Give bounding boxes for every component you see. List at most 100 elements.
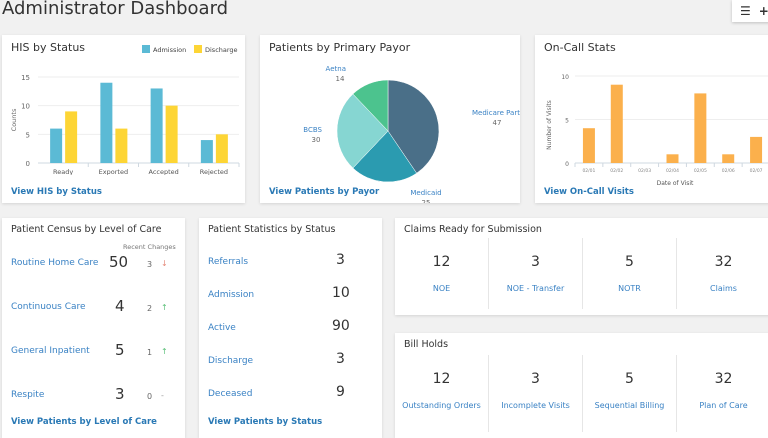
census-label-link[interactable]: Respite (11, 390, 45, 400)
slice-value: 47 (493, 119, 502, 127)
stats-label-link[interactable]: Admission (208, 290, 255, 300)
bar (666, 154, 679, 163)
claims-tile[interactable]: 32 Claims (677, 238, 768, 309)
tile-label-link[interactable]: NOE - Transfer (506, 284, 565, 293)
stats-label-link[interactable]: Active (208, 323, 236, 333)
bar-discharge (65, 111, 78, 163)
bill-holds-card: Bill Holds 12 Outstanding Orders 3 Incomple… (395, 333, 768, 438)
stats-row: Deceased 9 (208, 384, 382, 403)
change-count: 3 (147, 260, 153, 269)
card-title: Patient Census by Level of Care (11, 224, 162, 235)
slice-value: 30 (312, 136, 321, 144)
claims-tile[interactable]: 5 NOTR (583, 238, 677, 309)
change-count: 1 (147, 348, 153, 357)
tile-label-link[interactable]: NOE (432, 284, 451, 293)
plus-icon[interactable]: + (758, 4, 768, 18)
tile-value: 32 (714, 254, 733, 270)
bar-discharge (115, 128, 128, 163)
census-count: 4 (115, 297, 125, 315)
oncall-card: On-Call Stats 0 5 10 Number of Visits Date o… (535, 35, 768, 203)
view-oncall-link[interactable]: View On-Call Visits (544, 187, 634, 197)
tile-label-link[interactable]: Sequential Billing (594, 401, 665, 410)
stats-label-link[interactable]: Discharge (208, 356, 254, 366)
x-tick-label: 02/01 (582, 168, 595, 174)
tile-label-link[interactable]: Claims (710, 284, 737, 293)
bar (694, 93, 707, 163)
tile-label-link[interactable]: Outstanding Orders (402, 401, 481, 410)
his-chart: 0 5 10 15 Counts Ready Exported Accepted Rejecte… (10, 45, 240, 175)
census-label-link[interactable]: Continuous Care (11, 302, 86, 312)
census-count: 5 (115, 341, 125, 359)
slice-label: Medicaid (410, 189, 441, 197)
holds-tile[interactable]: 12 Outstanding Orders (395, 355, 489, 432)
stats-count: 90 (332, 318, 350, 334)
stats-label-link[interactable]: Deceased (208, 389, 253, 399)
stats-count: 3 (336, 351, 345, 367)
view-stats-link[interactable]: View Patients by Status (208, 417, 323, 427)
arrow-down-icon: ↓ (161, 259, 168, 268)
y-axis-label: Counts (10, 108, 18, 131)
census-row: Respite 3 0- (11, 385, 185, 404)
legend-swatch (194, 45, 202, 53)
pie-slice (336, 93, 389, 169)
claims-tile[interactable]: 3 NOE - Transfer (489, 238, 583, 309)
bar (722, 154, 735, 163)
x-tick-label: 02/05 (694, 168, 707, 174)
arrow-up-icon: ↑ (161, 347, 168, 356)
holds-tile[interactable]: 3 Incomplete Visits (489, 355, 583, 432)
arrow-up-icon: ↑ (161, 303, 168, 312)
holds-tile[interactable]: 32 Plan of Care (677, 355, 768, 432)
toolbar: ☰ + (732, 0, 768, 22)
y-axis-label: Number of Visits (546, 100, 553, 150)
y-tick-label: 15 (21, 74, 30, 82)
tile-label-link[interactable]: Incomplete Visits (501, 401, 570, 410)
x-tick-label: 02/07 (750, 168, 763, 174)
tile-value: 12 (432, 254, 451, 270)
stats-count: 9 (336, 384, 345, 400)
card-title: Claims Ready for Submission (404, 224, 542, 235)
pie-slice (352, 130, 417, 183)
stats-row: Referrals 3 (208, 252, 382, 271)
bar-admission (200, 140, 213, 163)
tile-label-link[interactable]: NOTR (618, 284, 641, 293)
tile-value: 32 (714, 371, 733, 387)
census-row: General Inpatient 5 1 ↑ (11, 341, 185, 360)
view-census-link[interactable]: View Patients by Level of Care (11, 417, 157, 427)
bar-admission (150, 88, 163, 163)
y-tick-label: 5 (26, 131, 30, 139)
payor-pie-chart: Medicare Part A 47 Medicaid 25 BCBS 30 Aetna 14 (303, 65, 520, 203)
stats-label-link[interactable]: Referrals (208, 257, 249, 267)
census-row: Routine Home Care 50 3 ↓ (11, 253, 185, 272)
bar (582, 128, 595, 163)
bar-discharge (215, 134, 228, 163)
card-title: Patient Statistics by Status (208, 224, 336, 235)
view-payor-link[interactable]: View Patients by Payor (269, 187, 380, 197)
slice-label: Medicare Part A (472, 109, 520, 117)
y-tick-label: 5 (565, 118, 569, 125)
census-label-link[interactable]: Routine Home Care (11, 258, 99, 268)
tile-value: 3 (531, 371, 540, 387)
dash-icon: - (161, 391, 164, 400)
x-tick-label: Rejected (200, 168, 228, 175)
stats-row: Active 90 (208, 318, 382, 337)
holds-tile[interactable]: 5 Sequential Billing (583, 355, 677, 432)
y-tick-label: 10 (561, 74, 569, 81)
change-count: 2 (147, 304, 153, 313)
slice-label: BCBS (303, 126, 322, 134)
stats-card: Patient Statistics by Status Referrals 3 A… (199, 218, 382, 438)
census-label-link[interactable]: General Inpatient (11, 346, 90, 356)
list-icon[interactable]: ☰ (740, 4, 751, 18)
x-tick-label: 02/04 (666, 168, 679, 174)
bar-discharge (165, 105, 178, 163)
page-title: Administrator Dashboard (2, 0, 229, 19)
view-his-link[interactable]: View HIS by Status (11, 187, 102, 197)
tile-value: 5 (625, 254, 634, 270)
claims-tile[interactable]: 12 NOE (395, 238, 489, 309)
tile-label-link[interactable]: Plan of Care (699, 401, 748, 410)
census-count: 50 (109, 253, 129, 271)
pie-slice (387, 79, 440, 174)
census-count: 3 (115, 385, 125, 403)
x-tick-label: Ready (53, 168, 73, 175)
bar-admission (50, 128, 63, 163)
stats-row: Discharge 3 (208, 351, 382, 370)
